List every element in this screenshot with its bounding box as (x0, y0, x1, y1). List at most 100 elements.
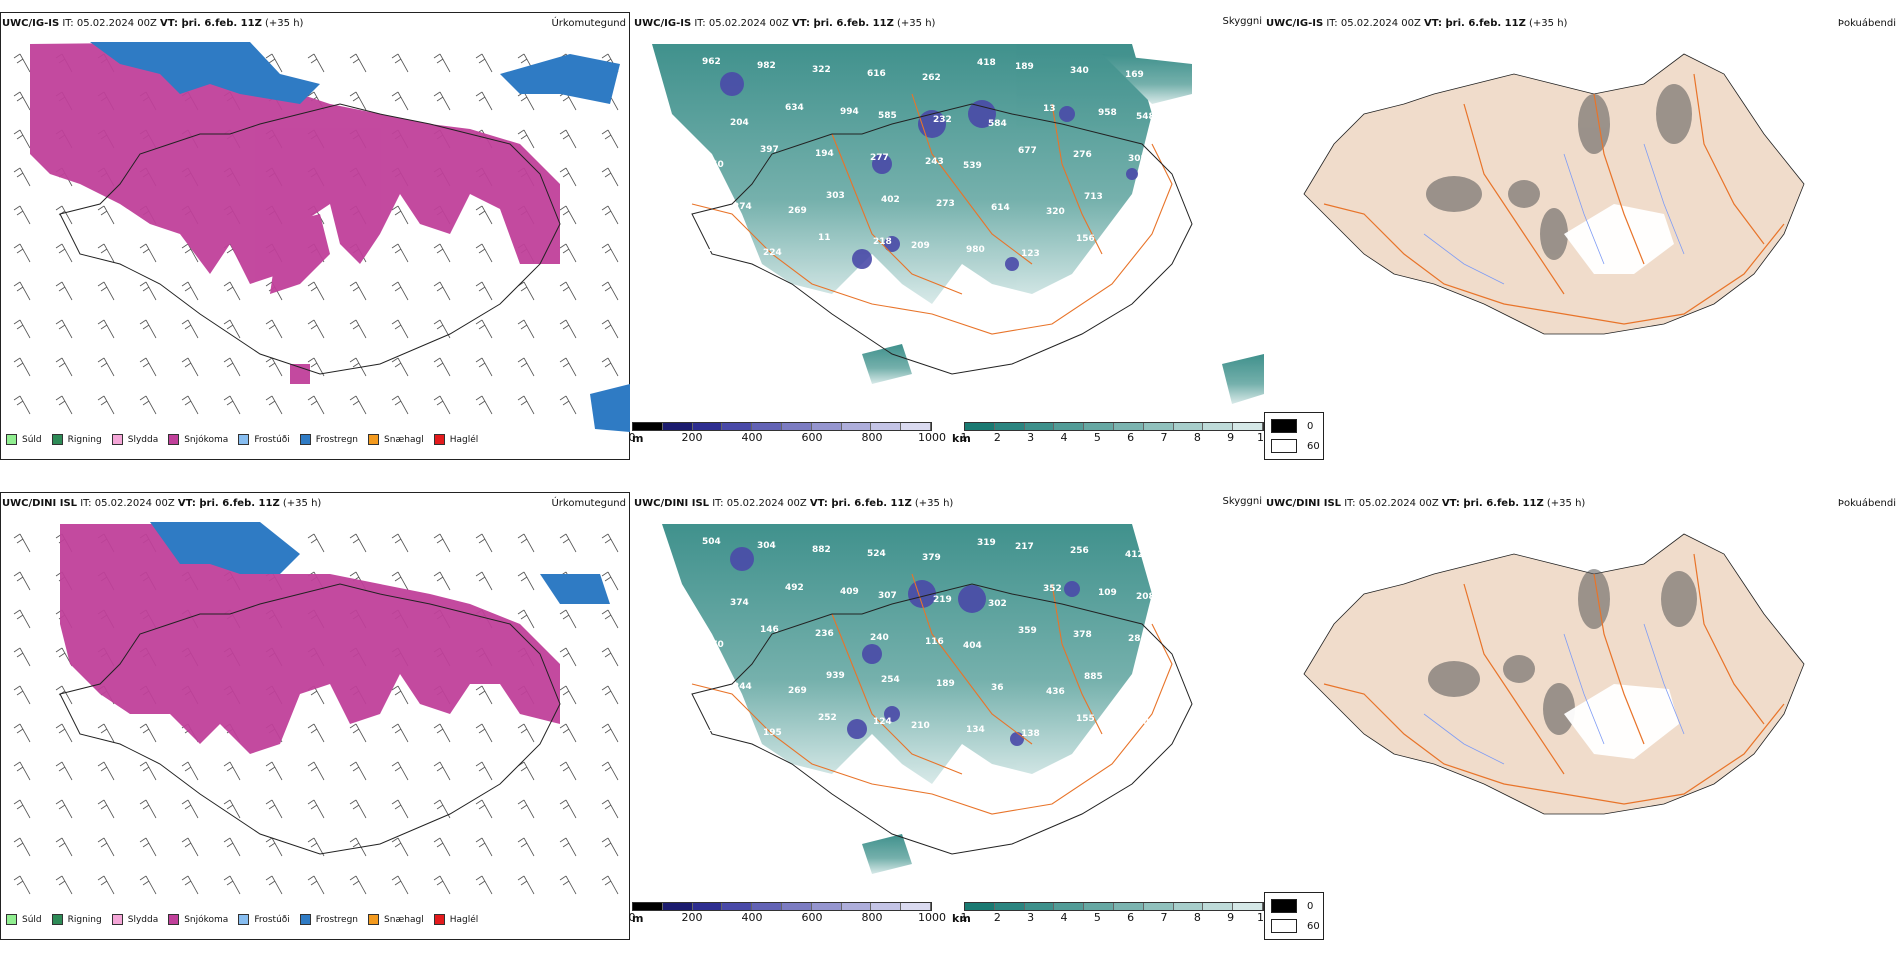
precip-legend-item: Slydda (111, 434, 158, 445)
cloud-base-label: 11 (818, 233, 831, 243)
wind-barb (13, 319, 31, 339)
panel-name: Úrkomutegund (551, 18, 626, 29)
visibility-colorbar-tick: 2 (993, 911, 1001, 924)
panel-title: UWC/DINI ISL IT: 05.02.2024 00Z VT: þri.… (1266, 498, 1586, 509)
wind-barb (307, 395, 325, 415)
wind-barb (13, 357, 31, 377)
fog-legend-swatch (1271, 899, 1297, 913)
wind-barb (307, 319, 325, 339)
cloud-base-label: 273 (936, 199, 955, 209)
wind-barb (181, 357, 199, 377)
wind-barb (391, 571, 409, 591)
fog-legend-label: 0 (1307, 900, 1314, 912)
visibility-colorbar-bin (1173, 423, 1204, 430)
wind-barb (13, 533, 31, 553)
wind-barb (601, 761, 619, 781)
visibility-colorbar-tick: 5 (1093, 911, 1101, 924)
wind-barb (307, 723, 325, 743)
wind-barb (475, 91, 493, 111)
legend-swatch (299, 914, 311, 925)
wind-barb (223, 281, 241, 301)
wind-barb (139, 875, 157, 895)
wind-barb (601, 281, 619, 301)
wind-barb (433, 837, 451, 857)
visibility-map: 962 982 322 616 262 418 189 340 169 204 634 994 585 2… (652, 44, 1264, 404)
wind-barb (601, 571, 619, 591)
precip-map (13, 522, 619, 895)
cloud-base-label: 274 (733, 202, 752, 212)
panel-title: UWC/IG-IS IT: 05.02.2024 00Z VT: þri. 6.… (1266, 18, 1568, 29)
cloud-base-label: 256 (1070, 546, 1089, 556)
wind-barb (349, 533, 367, 553)
wind-barb (517, 723, 535, 743)
cloud-base-label: 320 (1046, 207, 1065, 217)
wind-barb (517, 395, 535, 415)
cloud-base-label: 490 (736, 766, 755, 776)
panel-name: Þokuábendi (1837, 18, 1896, 29)
precip-legend-item: Rigning (51, 434, 102, 445)
wind-barb (559, 167, 577, 187)
wind-barb (433, 571, 451, 591)
legend-swatch (6, 914, 17, 925)
wind-barb (13, 723, 31, 743)
wind-barb (433, 723, 451, 743)
fog-map (1303, 533, 1805, 815)
cloud-base-label: 378 (1073, 630, 1092, 640)
wind-barb (433, 875, 451, 895)
wind-barb (139, 243, 157, 263)
wind-barb (475, 761, 493, 781)
wind-barb (391, 91, 409, 111)
panel-name: Úrkomutegund (551, 498, 626, 509)
wind-barb (13, 761, 31, 781)
wind-barb (601, 205, 619, 225)
wind-barb (601, 875, 619, 895)
wind-barb (433, 357, 451, 377)
cloud-base-label: 882 (812, 545, 831, 555)
wind-barb (13, 647, 31, 667)
precip-legend-item: Rigning (51, 914, 102, 925)
wind-barb (559, 533, 577, 553)
wind-barb (97, 723, 115, 743)
cloud-base-label: 219 (933, 595, 952, 605)
wind-barb (181, 875, 199, 895)
wind-barb (559, 799, 577, 819)
cloud-base-label: 304 (757, 541, 776, 551)
cloud-base-label: 584 (988, 119, 1007, 129)
visibility-colorbar-bin (1024, 903, 1055, 910)
cloud-base-label: 195 (763, 728, 782, 738)
visibility-colorbar-bin (1173, 903, 1204, 910)
cloud-base-label: 276 (1073, 150, 1092, 160)
wind-barb (349, 319, 367, 339)
panel-title: UWC/DINI ISL IT: 05.02.2024 00Z VT: þri.… (634, 498, 954, 509)
cloud-base-label: 200 (708, 244, 727, 254)
legend-label: Snæhagl (384, 914, 424, 925)
coastline (59, 583, 561, 855)
wind-barb (475, 53, 493, 73)
cloud-base-labels: 504 304 882 524 379 319 217 256 412 374 492 409 307 2… (702, 537, 1158, 784)
wind-barb (391, 357, 409, 377)
freezing-rain-areas (90, 42, 630, 432)
visibility-colorbar-tick: 1 (960, 431, 968, 444)
cloud-base-label: 359 (1018, 626, 1037, 636)
wind-barb (475, 799, 493, 819)
cloud-base-label: 236 (815, 629, 834, 639)
wind-barb (139, 799, 157, 819)
legend-label: Súld (22, 914, 42, 925)
wind-barb (13, 281, 31, 301)
wind-barb (517, 875, 535, 895)
legend-label: Frostúði (254, 914, 290, 925)
wind-barb (559, 837, 577, 857)
cloud-base-colorbar-bin (752, 423, 782, 430)
panel-title: UWC/DINI ISL IT: 05.02.2024 00Z VT: þri.… (2, 498, 322, 509)
wind-barb (601, 357, 619, 377)
cloud-base-label: 412 (1125, 550, 1144, 560)
wind-barb (559, 129, 577, 149)
visibility-colorbar-tick: 4 (1060, 431, 1068, 444)
wind-barb (13, 243, 31, 263)
visibility-colorbar-bin (1084, 903, 1114, 910)
fog-legend: 0 60 (1264, 892, 1324, 940)
visibility-colorbar-bin (1233, 903, 1263, 910)
precip-legend-item: Frostregn (299, 914, 358, 925)
wind-barb (391, 53, 409, 73)
wind-barb (55, 281, 73, 301)
